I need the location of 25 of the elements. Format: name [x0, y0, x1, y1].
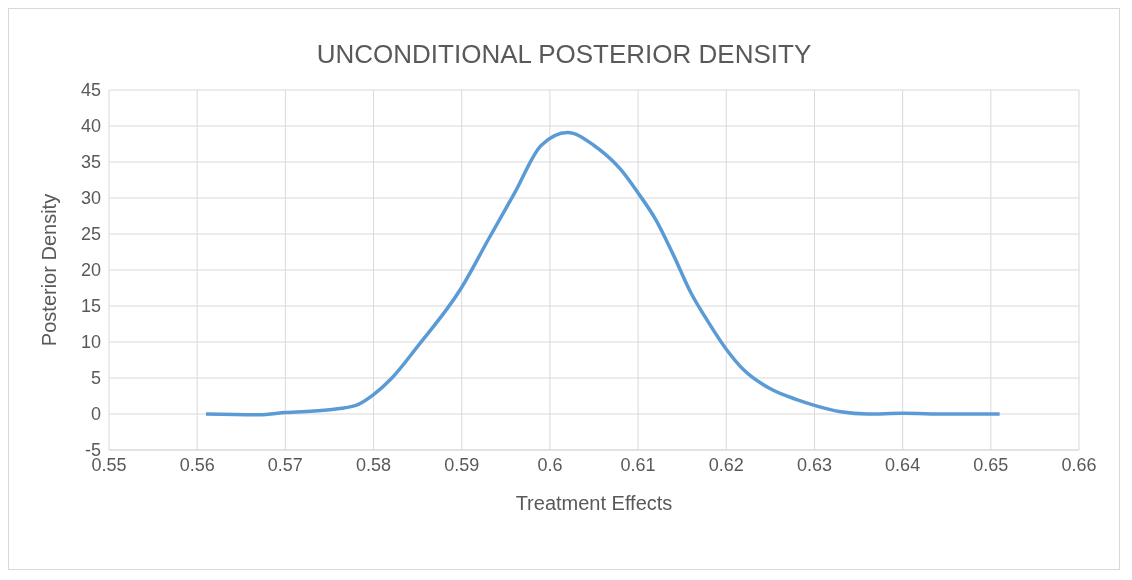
chart-title: UNCONDITIONAL POSTERIOR DENSITY: [315, 39, 813, 70]
y-axis-title: Posterior Density: [38, 193, 61, 347]
y-tick-label: 45: [80, 80, 101, 101]
y-tick-label: 40: [80, 116, 101, 137]
x-tick-label: 0.59: [444, 454, 480, 475]
y-tick-label: 20: [80, 260, 101, 281]
y-tick-label: 10: [80, 332, 101, 353]
x-tick-label: 0.63: [796, 454, 832, 475]
x-tick-label: 0.66: [1061, 454, 1097, 475]
x-tick-label: 0.57: [267, 454, 303, 475]
x-tick-label: 0.6: [537, 454, 563, 475]
y-tick-label: 15: [80, 296, 101, 317]
x-tick-label: 0.58: [356, 454, 392, 475]
y-tick-label: 0: [90, 404, 101, 425]
y-tick-label: 5: [90, 368, 101, 389]
x-tick-label: 0.62: [708, 454, 744, 475]
x-tick-label: 0.64: [885, 454, 921, 475]
line-series: [204, 130, 1002, 417]
x-axis-title: Treatment Effects: [515, 492, 673, 514]
x-tick-label: 0.65: [973, 454, 1009, 475]
x-tick-label: 0.61: [620, 454, 656, 475]
y-tick-label: 25: [80, 224, 101, 245]
x-tick-label: 0.56: [179, 454, 215, 475]
y-tick-label: 35: [80, 152, 101, 173]
y-tick-label: 30: [80, 188, 101, 209]
